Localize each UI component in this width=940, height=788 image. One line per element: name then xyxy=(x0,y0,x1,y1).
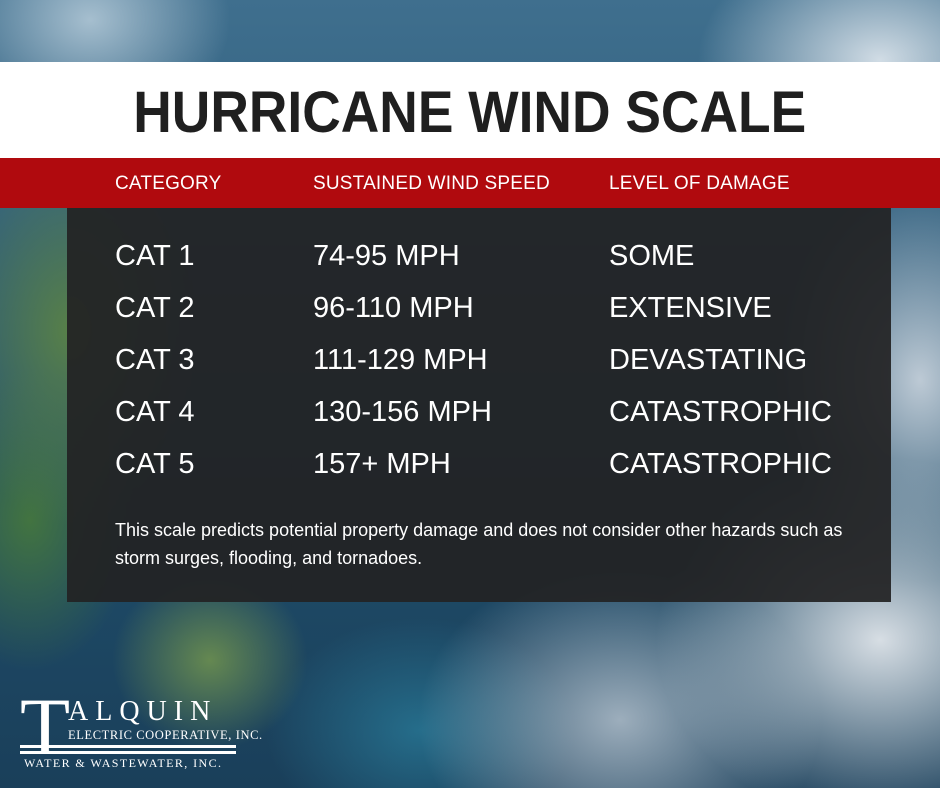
talquin-logo: T ALQUIN ELECTRIC COOPERATIVE, INC. WATE… xyxy=(20,686,280,772)
column-header-wind-speed: SUSTAINED WIND SPEED xyxy=(313,173,550,194)
table-row: CAT 2 96-110 MPH EXTENSIVE xyxy=(67,288,891,328)
damage-cell: CATASTROPHIC xyxy=(609,396,832,428)
speed-cell: 111-129 MPH xyxy=(313,344,488,376)
column-header-damage: LEVEL OF DAMAGE xyxy=(609,173,790,194)
category-cell: CAT 3 xyxy=(115,344,195,376)
table-row: CAT 5 157+ MPH CATASTROPHIC xyxy=(67,444,891,484)
table-row: CAT 3 111-129 MPH DEVASTATING xyxy=(67,340,891,380)
scale-footnote: This scale predicts potential property d… xyxy=(115,520,843,568)
category-cell: CAT 1 xyxy=(115,240,195,272)
title-band: HURRICANE WIND SCALE xyxy=(0,62,940,158)
logo-divider xyxy=(20,745,236,748)
page-title: HURRICANE WIND SCALE xyxy=(133,80,807,145)
logo-divider xyxy=(20,751,236,754)
speed-cell: 96-110 MPH xyxy=(313,292,474,324)
category-cell: CAT 4 xyxy=(115,396,195,428)
speed-cell: 74-95 MPH xyxy=(313,240,460,272)
logo-line-2: WATER & WASTEWATER, INC. xyxy=(24,756,223,770)
logo-name: ALQUIN xyxy=(68,696,218,727)
damage-cell: SOME xyxy=(609,240,695,272)
table-row: CAT 1 74-95 MPH SOME xyxy=(67,236,891,276)
scale-table: CAT 1 74-95 MPH SOME CAT 2 96-110 MPH EX… xyxy=(67,208,891,602)
speed-cell: 157+ MPH xyxy=(313,448,451,480)
table-header: CATEGORY SUSTAINED WIND SPEED LEVEL OF D… xyxy=(0,158,940,208)
table-row: CAT 4 130-156 MPH CATASTROPHIC xyxy=(67,392,891,432)
speed-cell: 130-156 MPH xyxy=(313,396,492,428)
damage-cell: CATASTROPHIC xyxy=(609,448,832,480)
category-cell: CAT 2 xyxy=(115,292,195,324)
logo-line-1: ELECTRIC COOPERATIVE, INC. xyxy=(68,728,263,742)
damage-cell: EXTENSIVE xyxy=(609,292,772,324)
category-cell: CAT 5 xyxy=(115,448,195,480)
damage-cell: DEVASTATING xyxy=(609,344,808,376)
column-header-category: CATEGORY xyxy=(115,173,222,194)
